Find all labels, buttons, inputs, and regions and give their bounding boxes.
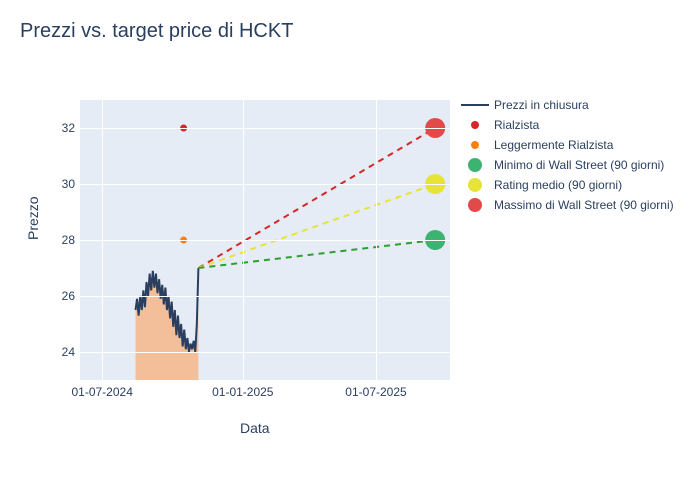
legend-item[interactable]: Prezzi in chiusura [460, 95, 674, 115]
gridline-v [243, 100, 244, 380]
legend: Prezzi in chiusura Rialzista Leggermente R… [460, 95, 674, 215]
legend-dot-icon [468, 198, 482, 212]
legend-dot-icon [468, 178, 482, 192]
legend-label: Massimo di Wall Street (90 giorni) [494, 198, 674, 212]
y-axis-label: Prezzo [25, 196, 41, 240]
chart-container: Prezzi vs. target price di HCKT Prezzo D… [0, 0, 700, 500]
legend-label: Prezzi in chiusura [494, 98, 589, 112]
legend-swatch [460, 141, 490, 149]
y-tick-label: 28 [45, 233, 75, 247]
legend-item[interactable]: Massimo di Wall Street (90 giorni) [460, 195, 674, 215]
legend-swatch [460, 198, 490, 212]
price-area-fill [136, 268, 199, 380]
legend-dot-icon [471, 121, 479, 129]
legend-line-icon [461, 104, 489, 106]
legend-swatch [460, 104, 490, 106]
x-axis-label: Data [240, 420, 270, 436]
x-tick-label: 01-07-2025 [345, 385, 406, 399]
legend-swatch [460, 178, 490, 192]
legend-dot-icon [471, 141, 479, 149]
legend-label: Leggermente Rialzista [494, 138, 613, 152]
x-tick-label: 01-01-2025 [212, 385, 273, 399]
y-tick-label: 32 [45, 121, 75, 135]
legend-label: Rating medio (90 giorni) [494, 178, 622, 192]
chart-title: Prezzi vs. target price di HCKT [20, 20, 293, 43]
legend-item[interactable]: Leggermente Rialzista [460, 135, 674, 155]
legend-item[interactable]: Rialzista [460, 115, 674, 135]
plot-area: 242628303201-07-202401-01-202501-07-2025 [80, 100, 450, 380]
x-tick-label: 01-07-2024 [71, 385, 132, 399]
y-tick-label: 26 [45, 289, 75, 303]
y-tick-label: 30 [45, 177, 75, 191]
legend-label: Minimo di Wall Street (90 giorni) [494, 158, 664, 172]
gridline-h [80, 352, 450, 353]
legend-item[interactable]: Rating medio (90 giorni) [460, 175, 674, 195]
gridline-h [80, 184, 450, 185]
legend-item[interactable]: Minimo di Wall Street (90 giorni) [460, 155, 674, 175]
legend-label: Rialzista [494, 118, 539, 132]
gridline-h [80, 296, 450, 297]
y-tick-label: 24 [45, 345, 75, 359]
legend-dot-icon [468, 158, 482, 172]
gridline-v [376, 100, 377, 380]
projection-line [198, 128, 435, 268]
projection-line [198, 184, 435, 268]
gridline-v [102, 100, 103, 380]
legend-swatch [460, 121, 490, 129]
legend-swatch [460, 158, 490, 172]
gridline-h [80, 240, 450, 241]
projection-line [198, 240, 435, 268]
gridline-h [80, 128, 450, 129]
